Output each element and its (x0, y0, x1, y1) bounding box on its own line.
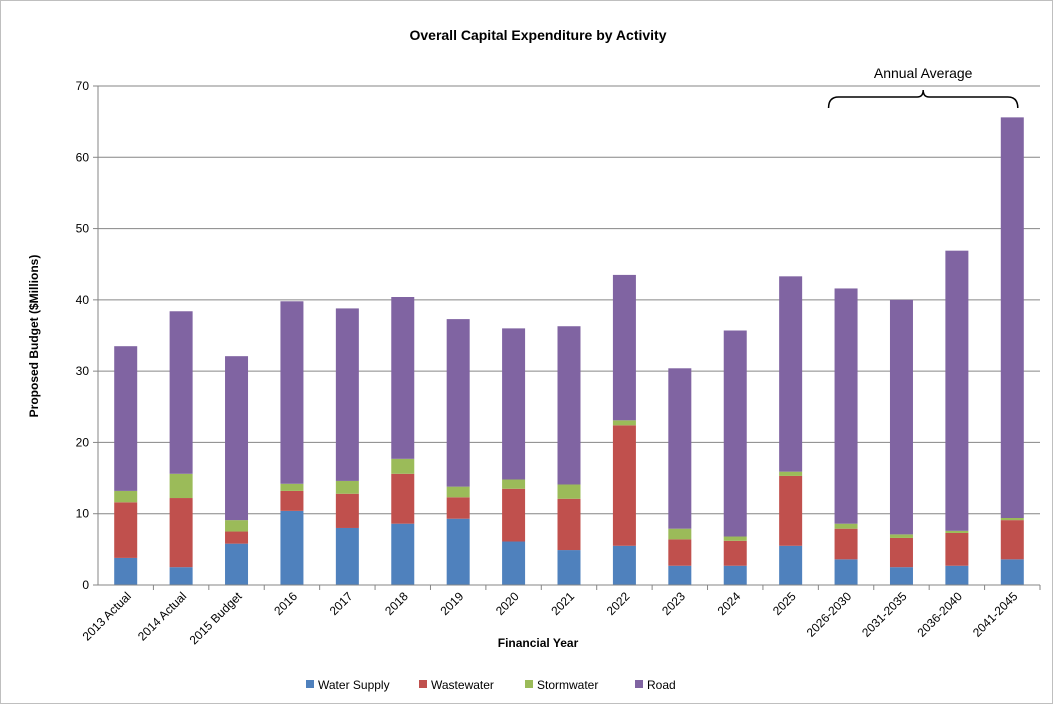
bar-road (723, 330, 747, 537)
bar-stormwater (335, 480, 359, 494)
legend-label: Wastewater (431, 678, 494, 692)
bar-water-supply (945, 565, 969, 585)
bar-water-supply (169, 567, 193, 585)
bar-wastewater (723, 540, 747, 566)
bars (114, 117, 1024, 585)
legend-label: Stormwater (537, 678, 598, 692)
bar-wastewater (834, 528, 858, 560)
bar-stormwater (225, 520, 249, 532)
bar-stormwater (945, 530, 969, 533)
bar-wastewater (557, 498, 581, 551)
bar-wastewater (889, 537, 913, 568)
bar-water-supply (502, 541, 526, 585)
bar-road (225, 356, 249, 521)
annotation: Annual Average (827, 65, 1019, 109)
bar-road (668, 368, 692, 529)
bar-road (169, 311, 193, 474)
bar-stormwater (779, 471, 803, 476)
bar-wastewater (1000, 520, 1024, 560)
x-axis-title: Financial Year (498, 636, 579, 650)
chart-title: Overall Capital Expenditure by Activity (409, 27, 666, 43)
bar-water-supply (834, 559, 858, 585)
bar-stormwater (502, 479, 526, 489)
legend-swatch (525, 680, 533, 688)
annotation-brace (827, 89, 1019, 109)
legend-label: Road (647, 678, 676, 692)
bar-wastewater (612, 425, 636, 546)
bar-water-supply (889, 567, 913, 585)
bar-stormwater (723, 536, 747, 541)
y-tick-label: 30 (76, 364, 90, 378)
bar-wastewater (169, 498, 193, 568)
bar-stormwater (1000, 517, 1024, 521)
bar-road (114, 346, 138, 491)
bar-stormwater (169, 473, 193, 499)
bar-water-supply (114, 557, 138, 585)
legend-swatch (419, 680, 427, 688)
bar-stormwater (280, 483, 304, 491)
bar-wastewater (225, 531, 249, 544)
bar-road (446, 319, 470, 487)
bar-water-supply (225, 543, 249, 585)
y-tick-label: 40 (76, 293, 90, 307)
y-tick-label: 70 (76, 79, 90, 93)
bar-road (1000, 117, 1024, 518)
bar-stormwater (668, 528, 692, 540)
bar-water-supply (723, 565, 747, 585)
legend: Water Supply Wastewater Stormwater Road (306, 678, 676, 692)
bar-water-supply (1000, 559, 1024, 585)
legend-swatch (635, 680, 643, 688)
legend-swatch (306, 680, 314, 688)
bar-wastewater (114, 502, 138, 558)
bar-wastewater (335, 493, 359, 528)
bar-road (779, 276, 803, 472)
bar-road (612, 274, 636, 421)
y-tick-label: 50 (76, 222, 90, 236)
bar-road (945, 250, 969, 531)
y-tick-label: 0 (82, 578, 89, 592)
bar-wastewater (391, 473, 415, 524)
bar-wastewater (779, 475, 803, 546)
bar-water-supply (335, 527, 359, 585)
bar-wastewater (668, 539, 692, 566)
bar-water-supply (446, 518, 470, 585)
bar-wastewater (446, 497, 470, 519)
bar-water-supply (280, 510, 304, 585)
y-tick-label: 20 (76, 435, 90, 449)
bar-water-supply (668, 565, 692, 585)
gridlines (98, 85, 1040, 515)
bar-stormwater (391, 458, 415, 474)
bar-wastewater (502, 488, 526, 542)
bar-stormwater (612, 420, 636, 426)
bar-road (834, 288, 858, 524)
bar-stormwater (834, 523, 858, 529)
bar-stormwater (889, 534, 913, 538)
annotation-label: Annual Average (874, 65, 973, 81)
bar-water-supply (779, 545, 803, 585)
y-tick-label: 60 (76, 150, 90, 164)
bar-water-supply (612, 545, 636, 585)
bar-road (889, 299, 913, 535)
bar-wastewater (280, 490, 304, 511)
legend-label: Water Supply (318, 678, 390, 692)
y-tick-label: 10 (76, 507, 90, 521)
bar-stormwater (446, 486, 470, 498)
bar-water-supply (391, 523, 415, 585)
bar-road (502, 328, 526, 480)
bar-wastewater (945, 532, 969, 566)
bar-road (335, 308, 359, 481)
bar-road (557, 326, 581, 485)
bar-stormwater (557, 484, 581, 499)
bar-road (280, 301, 304, 484)
bar-stormwater (114, 490, 138, 503)
y-axis-title: Proposed Budget ($Millions) (27, 255, 41, 418)
bar-road (391, 297, 415, 459)
bar-water-supply (557, 550, 581, 585)
